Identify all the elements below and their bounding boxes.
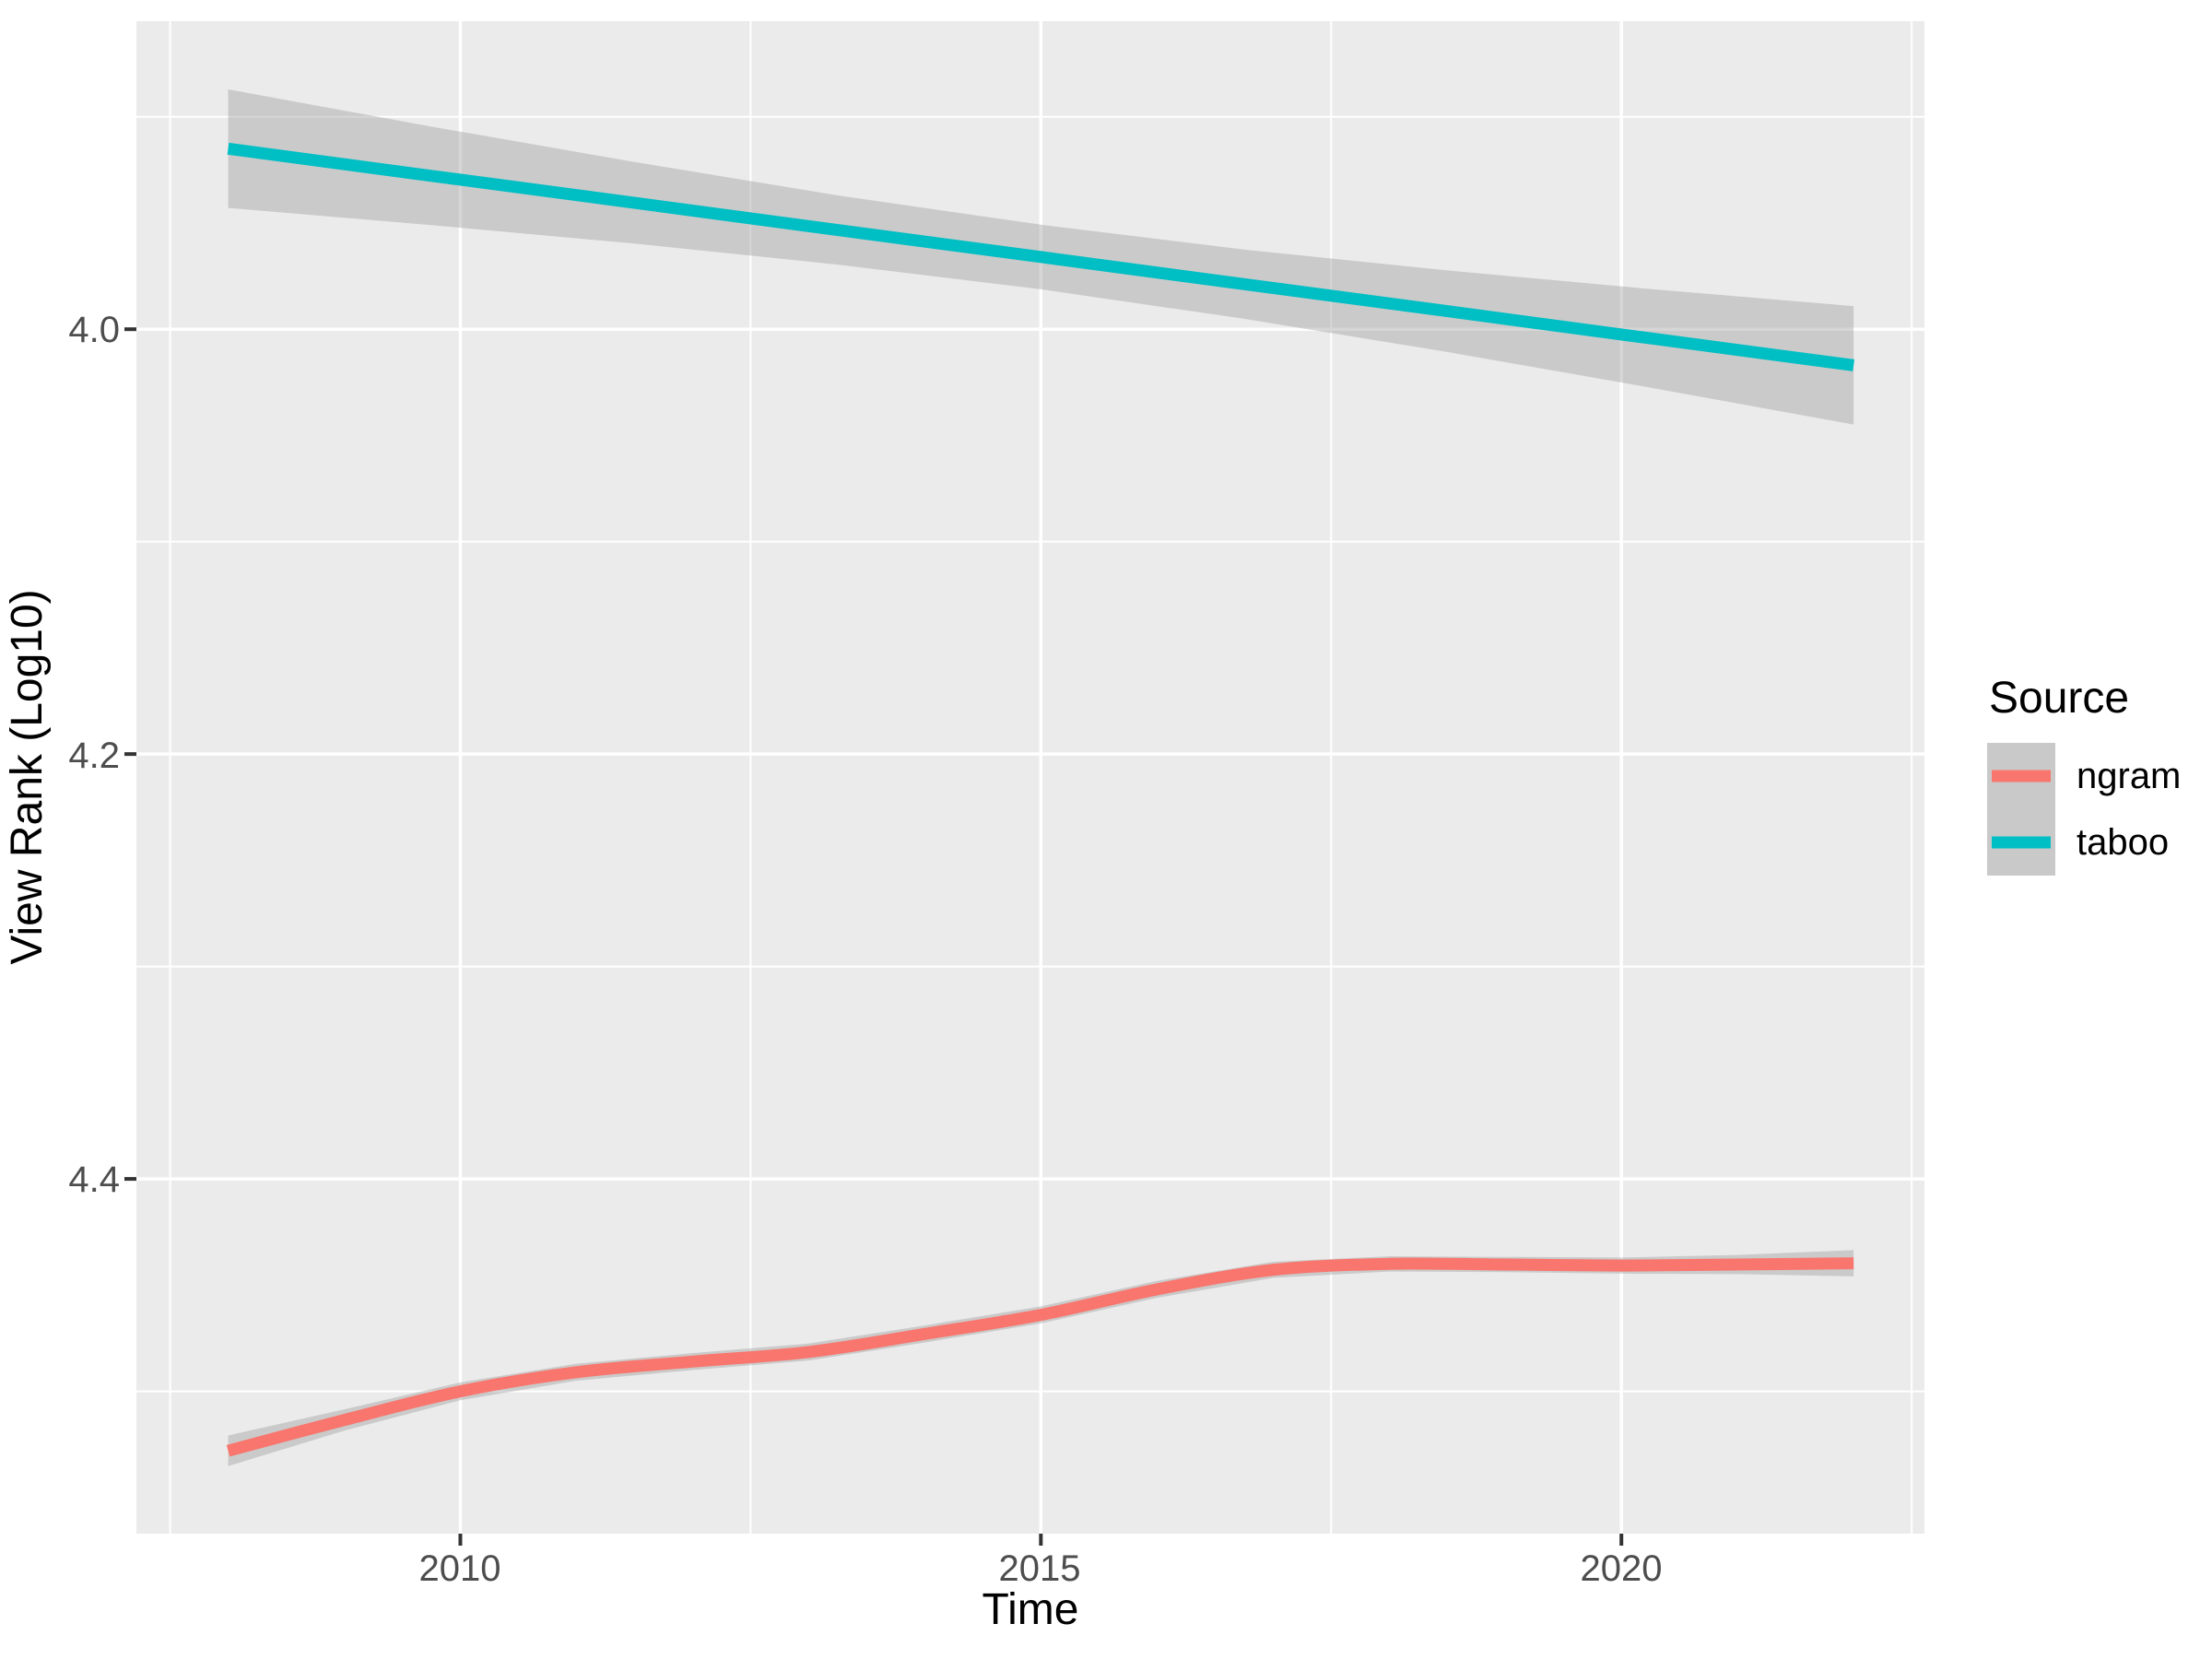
y-tick-label-4.4: 4.4 [68,1159,120,1200]
x-tick-label-2015: 2015 [998,1548,1081,1589]
legend-entry-ngram: ngram [1987,743,2181,809]
legend-label-taboo: taboo [2077,822,2170,863]
legend-title: Source [1989,674,2130,723]
x-tick-label-2020: 2020 [1580,1548,1663,1589]
legend-label-ngram: ngram [2077,756,2182,796]
y-tick-label-4.2: 4.2 [68,735,120,776]
legend-key-ngram [1987,743,2055,809]
legend: Source ngram taboo [1987,677,2181,876]
series-line-taboo [227,142,1855,371]
y-tick-label-4.0: 4.0 [68,310,120,350]
x-axis-title: Time [982,1585,1079,1634]
legend-key-taboo [1987,809,2055,876]
x-tick-label-2010: 2010 [418,1548,501,1589]
panel-background [136,21,1924,1534]
data-layer [226,88,1855,1466]
ci-band-ngram [228,1250,1854,1466]
series-line-ngram [226,1257,1854,1457]
ngram-line-swatch-icon [1992,770,2051,782]
y-axis-title: View Rank (Log10) [3,589,52,965]
legend-entry-taboo: taboo [1987,809,2181,876]
taboo-line-swatch-icon [1992,836,2051,849]
